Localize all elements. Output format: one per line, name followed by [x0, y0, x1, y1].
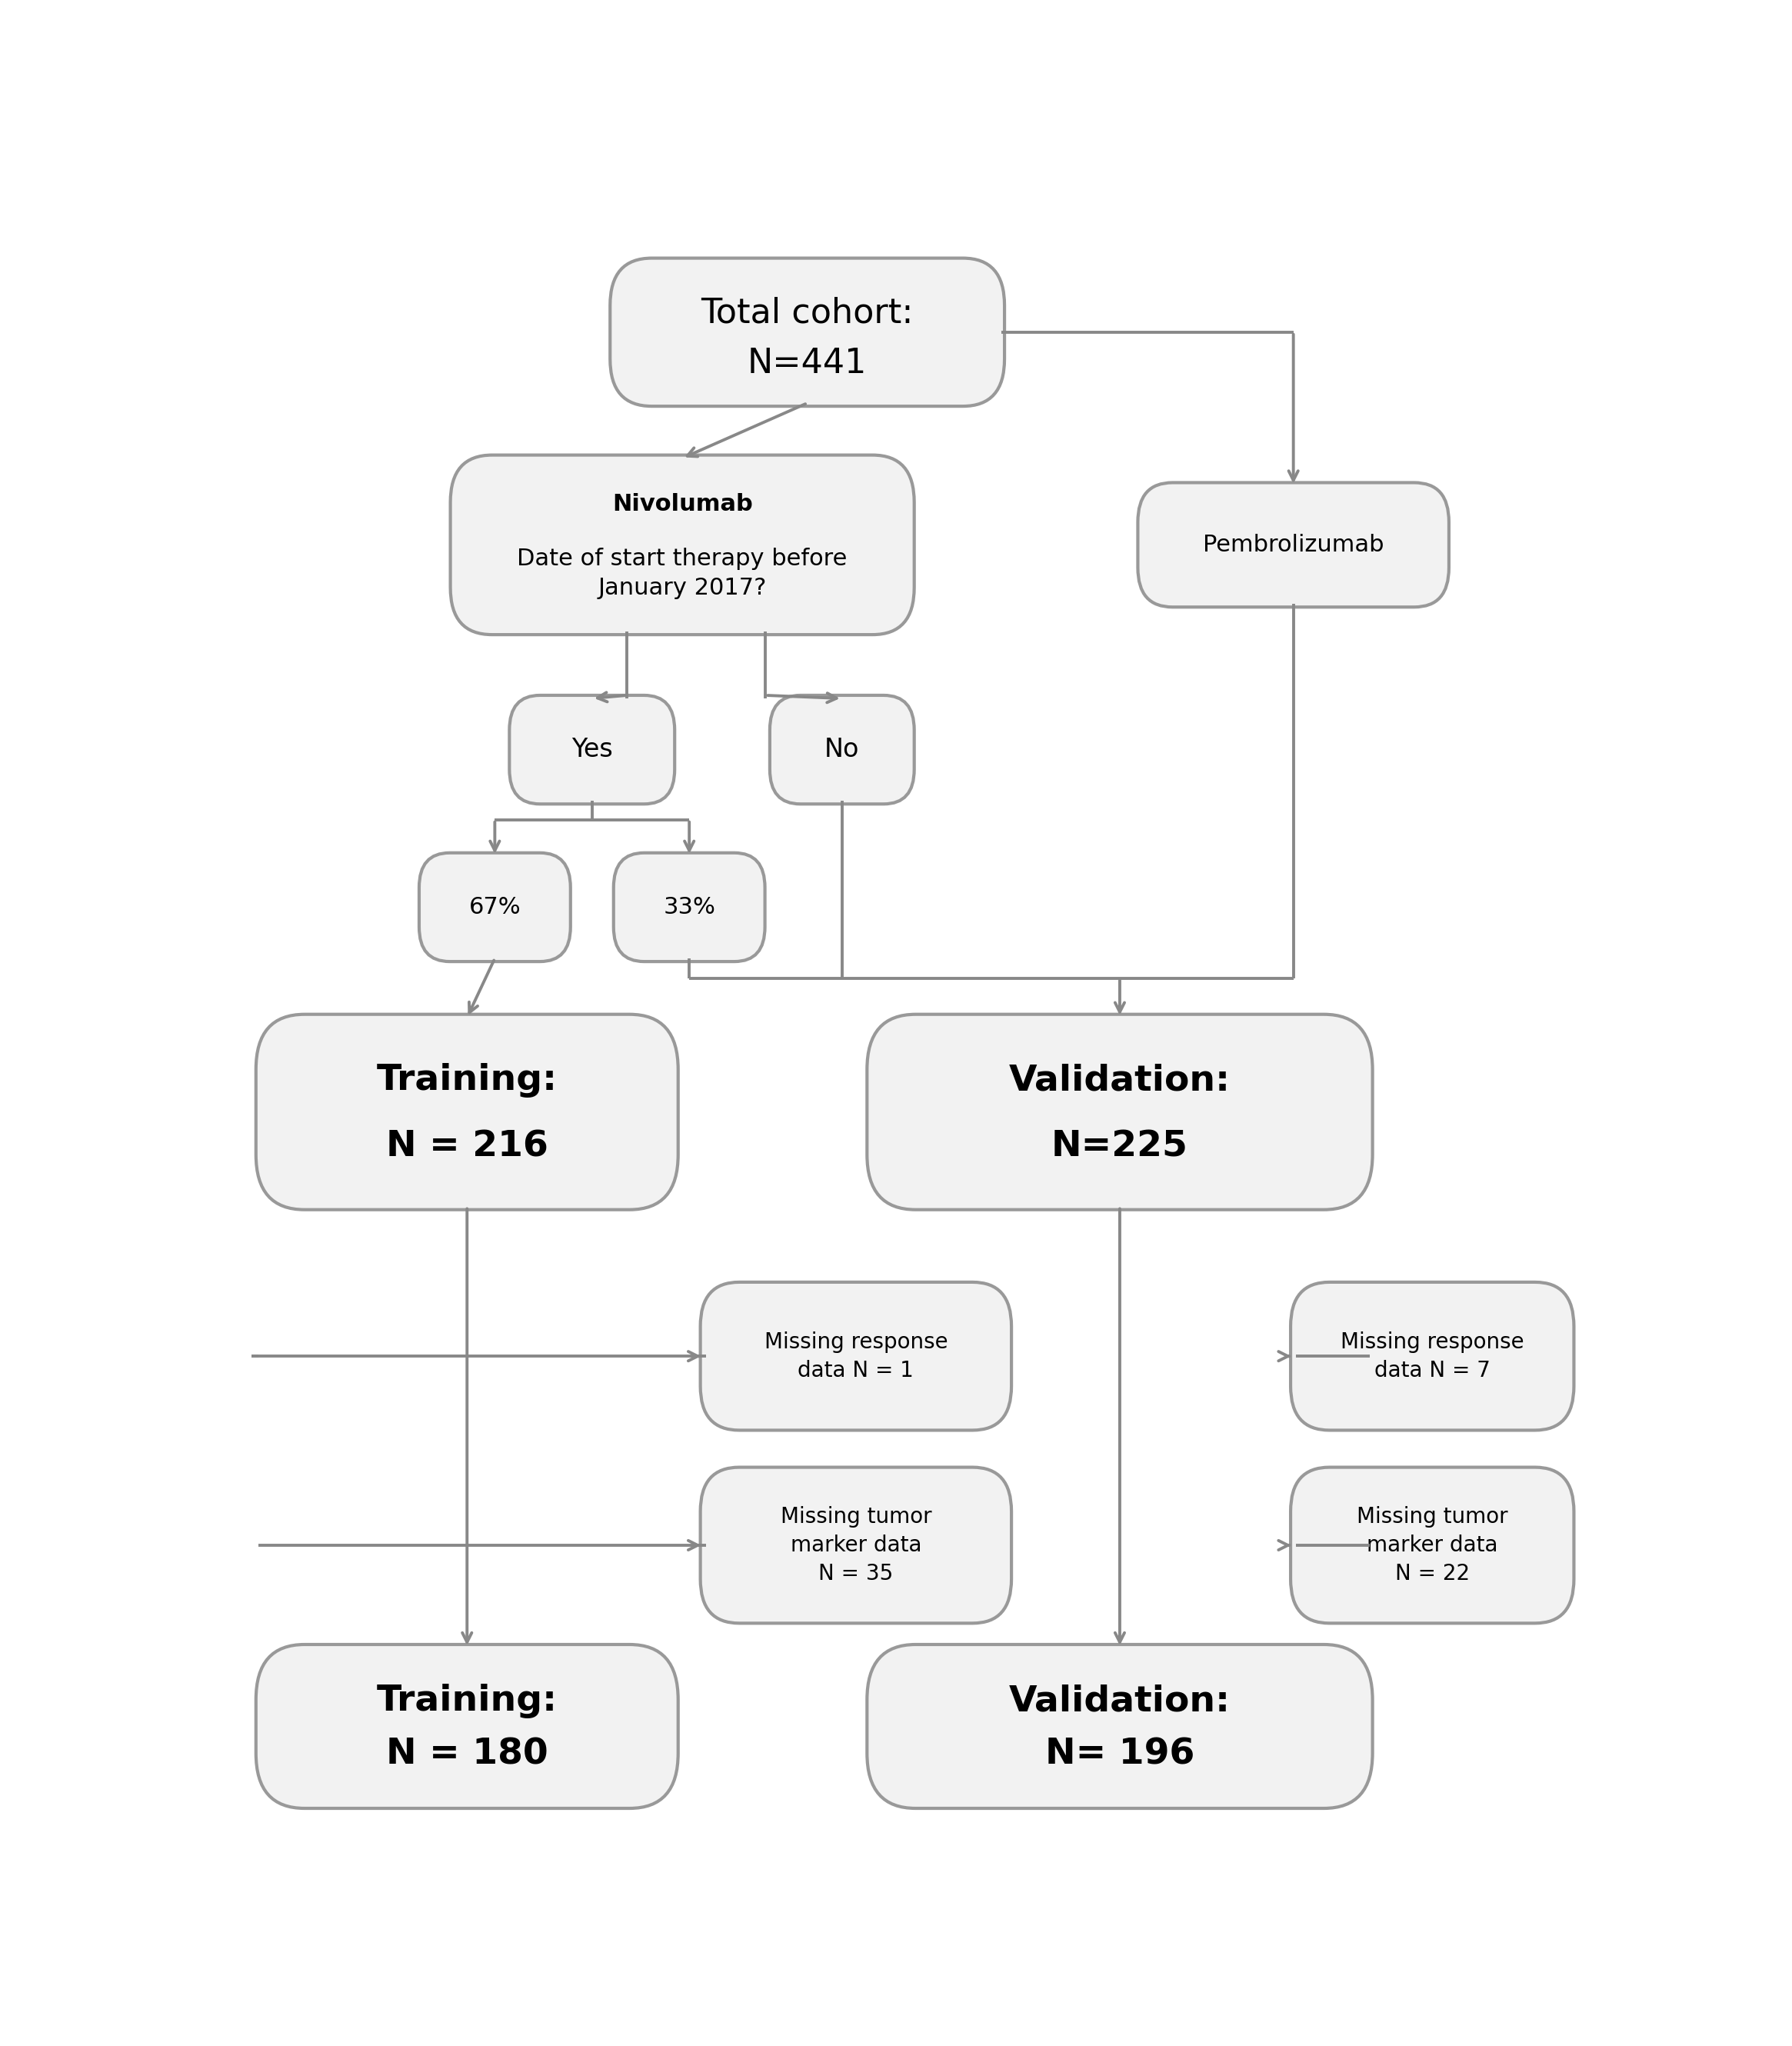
Text: Yes: Yes [572, 737, 613, 763]
FancyBboxPatch shape [771, 696, 914, 804]
FancyBboxPatch shape [256, 1015, 677, 1209]
FancyBboxPatch shape [419, 853, 570, 962]
Text: N= 196: N= 196 [1045, 1737, 1195, 1772]
Text: N = 180: N = 180 [385, 1737, 548, 1772]
FancyBboxPatch shape [1290, 1467, 1573, 1622]
FancyBboxPatch shape [1290, 1283, 1573, 1430]
Text: N=225: N=225 [1052, 1129, 1188, 1164]
FancyBboxPatch shape [256, 1645, 677, 1809]
Text: Missing tumor
marker data
N = 22: Missing tumor marker data N = 22 [1357, 1506, 1507, 1584]
FancyBboxPatch shape [701, 1283, 1011, 1430]
FancyBboxPatch shape [450, 454, 914, 634]
Text: Missing response
data N = 7: Missing response data N = 7 [1340, 1332, 1523, 1381]
Text: Validation:: Validation: [1009, 1064, 1231, 1099]
FancyBboxPatch shape [701, 1467, 1011, 1622]
Text: Validation:: Validation: [1009, 1684, 1231, 1719]
FancyBboxPatch shape [613, 853, 765, 962]
Text: No: No [824, 737, 860, 763]
Text: Training:: Training: [376, 1064, 557, 1099]
Text: Nivolumab: Nivolumab [613, 493, 753, 516]
FancyBboxPatch shape [867, 1015, 1373, 1209]
Text: Missing response
data N = 1: Missing response data N = 1 [763, 1332, 948, 1381]
Text: Training:: Training: [376, 1684, 557, 1719]
Text: Total cohort:: Total cohort: [701, 297, 914, 329]
Text: N=441: N=441 [747, 348, 867, 381]
Text: Missing tumor
marker data
N = 35: Missing tumor marker data N = 35 [780, 1506, 932, 1584]
Text: Pembrolizumab: Pembrolizumab [1202, 534, 1383, 557]
Text: 33%: 33% [663, 896, 715, 919]
FancyBboxPatch shape [509, 696, 674, 804]
FancyBboxPatch shape [1138, 483, 1450, 608]
Text: N = 216: N = 216 [385, 1129, 548, 1164]
Text: 67%: 67% [470, 896, 521, 919]
FancyBboxPatch shape [609, 258, 1005, 407]
Text: Date of start therapy before
January 2017?: Date of start therapy before January 201… [518, 548, 848, 599]
FancyBboxPatch shape [867, 1645, 1373, 1809]
